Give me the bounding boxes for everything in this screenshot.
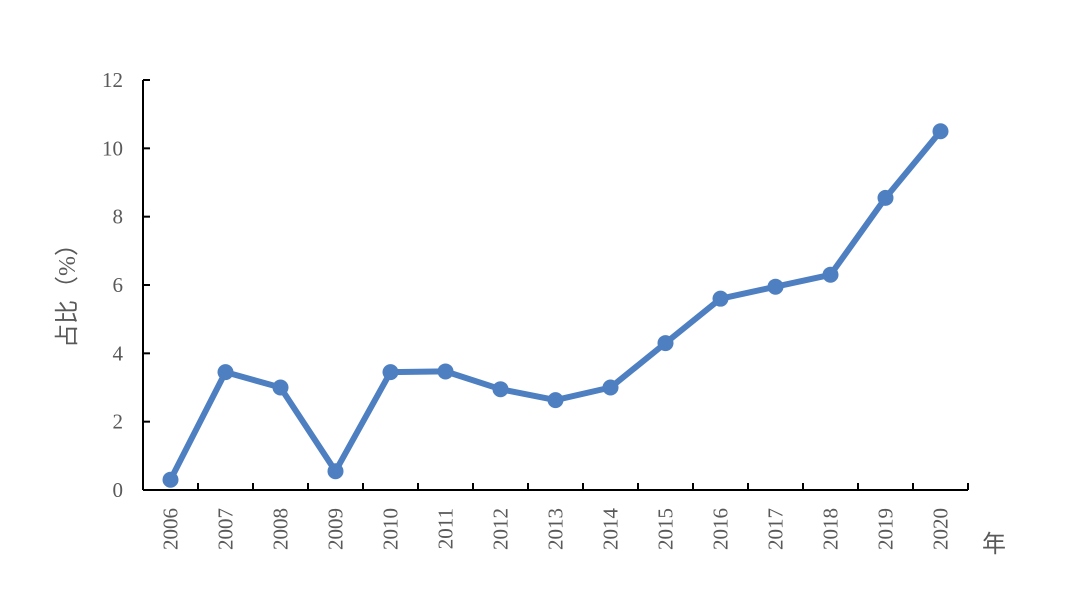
data-point [657,335,674,352]
data-point [712,290,729,307]
data-point [822,266,839,283]
x-tick-label: 2019 [874,508,898,550]
y-axis-ticks: 0 2 4 6 8 10 12 [102,68,150,502]
data-point [162,471,179,488]
y-tick-label: 0 [113,478,124,502]
x-tick-label: 2014 [599,508,623,551]
y-tick-label: 12 [102,68,123,92]
series-line [167,128,944,483]
x-tick-label: 2017 [764,508,788,550]
y-tick-label: 10 [102,136,123,160]
x-axis-title: 年 [982,531,1006,558]
data-point [767,278,784,295]
x-tick-label: 2020 [929,508,953,550]
data-point [217,364,234,381]
data-point [877,189,894,206]
x-tick-label: 2008 [269,508,293,550]
y-tick-label: 8 [113,205,124,229]
data-point [932,123,949,140]
y-axis-title: 占比（%） [54,232,81,348]
y-tick-label: 2 [113,410,124,434]
x-tick-label: 2018 [819,508,843,550]
x-tick-label: 2006 [159,508,183,550]
data-point [437,363,454,380]
data-point [272,379,289,396]
data-point [327,463,344,480]
x-tick-label: 2011 [434,508,458,549]
x-tick-label: 2009 [324,508,348,550]
data-point [547,392,564,409]
axes [142,80,968,491]
y-tick-label: 4 [113,341,124,365]
x-tick-label: 2007 [214,508,238,550]
data-point [602,379,619,396]
data-point [382,364,399,381]
x-tick-label: 2016 [709,508,733,550]
x-axis-ticks: 2006 2007 2008 2009 2010 2011 2012 2013 2014 2015… [142,483,969,551]
data-point [492,381,509,398]
x-tick-label: 2013 [544,508,568,550]
x-tick-label: 2010 [379,508,403,550]
y-tick-label: 6 [113,273,124,297]
x-tick-label: 2012 [489,508,513,550]
x-tick-label: 2015 [654,508,678,550]
series-group [162,123,949,488]
